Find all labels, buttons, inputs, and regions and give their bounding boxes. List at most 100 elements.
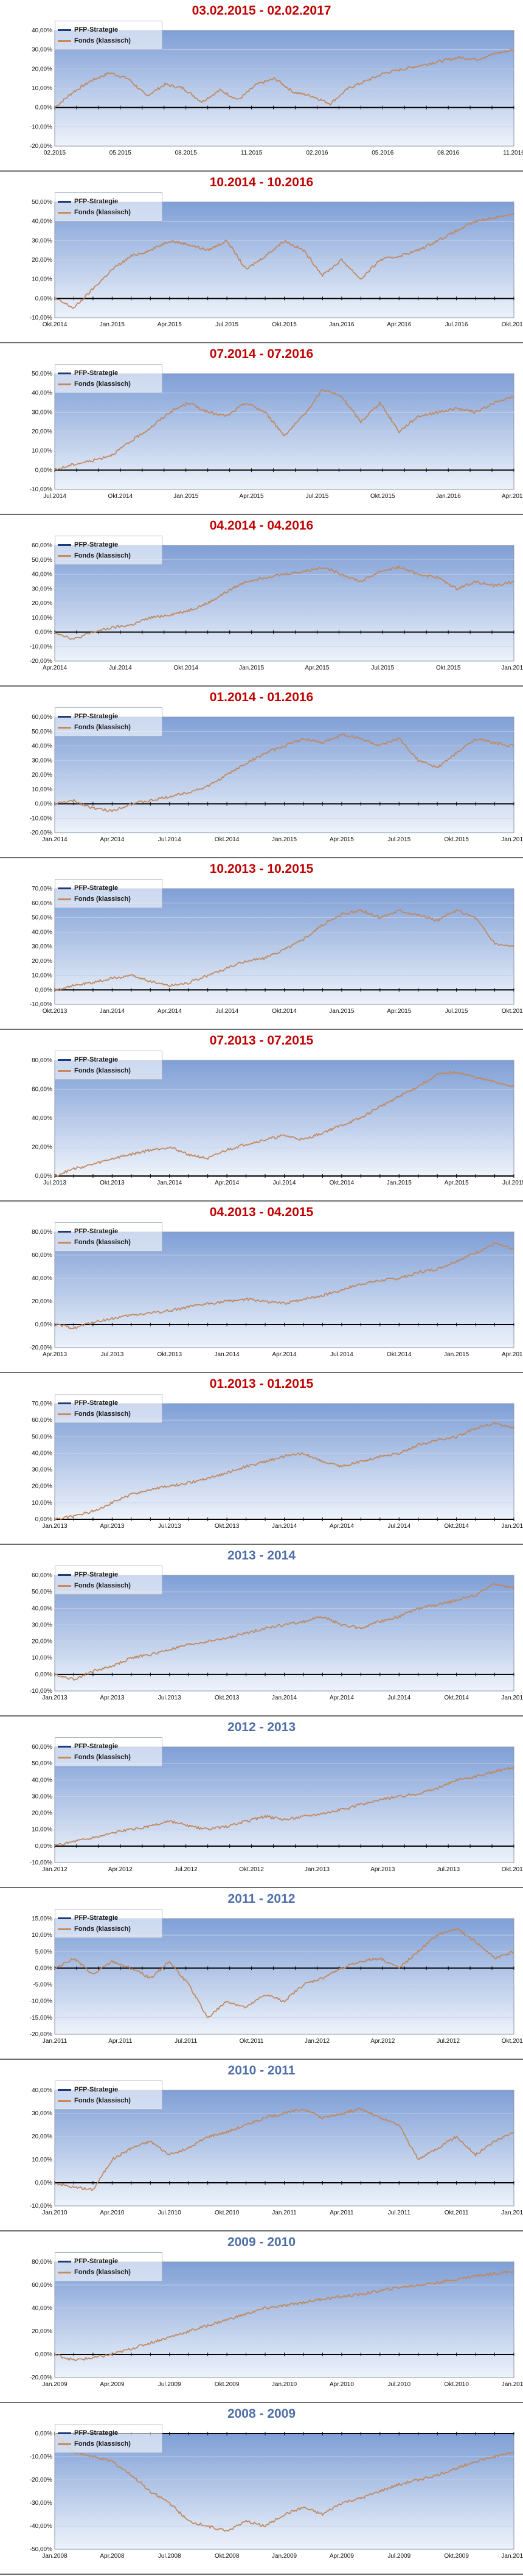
x-tick-label: Apr.2015 <box>387 1008 411 1015</box>
legend-swatch <box>58 1756 71 1759</box>
x-tick-label: Jan.2014 <box>42 836 68 843</box>
y-tick-label: 30,00% <box>32 1467 52 1474</box>
y-tick-label: -10,00% <box>30 1001 52 1008</box>
y-tick-label: 50,00% <box>32 557 52 564</box>
y-tick-label: 0,00% <box>35 2351 52 2358</box>
x-tick-label: Apr.2011 <box>108 2038 133 2045</box>
x-tick-label: Apr.2010 <box>100 2210 124 2216</box>
series-line-fonds <box>54 565 514 640</box>
chart-legend: PFP-Strategie Fonds (klassisch) <box>55 364 162 393</box>
legend-label: PFP-Strategie <box>74 198 119 205</box>
legend-swatch <box>58 1059 71 1061</box>
x-tick-label: Jul.2015 <box>502 1180 523 1186</box>
x-tick-label: Jul.2014 <box>387 1523 410 1530</box>
x-tick-label: Jan.2015 <box>329 1008 355 1015</box>
y-tick-label: 50,00% <box>32 371 52 377</box>
x-tick-label: Jul.2014 <box>43 493 66 500</box>
legend-swatch <box>58 2271 71 2273</box>
series-line-fonds <box>54 2107 514 2191</box>
x-tick-label: Apr.2011 <box>330 2210 354 2216</box>
y-tick-label: 60,00% <box>32 542 52 549</box>
y-tick-label: 20,00% <box>32 1483 52 1490</box>
x-tick-label: Apr.2014 <box>43 665 67 671</box>
y-tick-label: 0,00% <box>35 801 52 808</box>
x-tick-label: Apr.2016 <box>502 493 523 500</box>
x-tick-label: Jan.2012 <box>42 1866 68 1873</box>
chart-legend: PFP-Strategie Fonds (klassisch) <box>55 2424 162 2453</box>
chart-title: 07.2013 - 07.2015 <box>209 1034 314 1048</box>
y-tick-label: 80,00% <box>32 1229 52 1236</box>
series-line-fonds <box>54 49 514 108</box>
y-tick-label: 30,00% <box>32 943 52 950</box>
legend-label: PFP-Strategie <box>74 713 119 720</box>
x-tick-label: Okt.2010 <box>215 2210 240 2216</box>
y-tick-label: 10,00% <box>32 276 52 283</box>
legend-label: PFP-Strategie <box>74 26 119 33</box>
x-tick-label: Jan.2011 <box>502 2381 523 2388</box>
x-tick-label: Jan.2014 <box>272 1695 297 1701</box>
series-line-fonds <box>54 389 514 471</box>
chart-panel: 2011 - 2012 -20,00% -15,00% -10,00% -5,00% 0,… <box>0 1888 523 2060</box>
legend-swatch <box>58 898 71 900</box>
legend-entry: Fonds (klassisch) <box>58 1752 131 1762</box>
series-line-fonds <box>54 1583 514 1681</box>
x-tick-label: Jul.2012 <box>175 1866 198 1873</box>
chart-title: 04.2013 - 04.2015 <box>209 1205 314 1219</box>
y-tick-label: 40,00% <box>32 743 52 750</box>
y-tick-label: 50,00% <box>32 729 52 735</box>
legend-swatch <box>58 1573 71 1576</box>
y-tick-label: 40,00% <box>32 2305 52 2312</box>
y-tick-label: 20,00% <box>32 1144 52 1151</box>
x-tick-label: Apr.2014 <box>330 1695 354 1701</box>
chart-legend: PFP-Strategie Fonds (klassisch) <box>55 1909 162 1938</box>
legend-label: PFP-Strategie <box>74 1399 119 1407</box>
y-tick-label: 70,00% <box>32 886 52 892</box>
x-tick-label: Apr.2009 <box>330 2553 354 2560</box>
x-tick-label: Okt.2015 <box>436 665 461 671</box>
x-tick-label: Apr.2016 <box>387 321 411 328</box>
x-tick-label: Apr.2013 <box>370 1866 395 1873</box>
x-tick-label: Jul.2010 <box>158 2210 181 2216</box>
x-tick-label: Okt.2010 <box>444 2381 469 2388</box>
y-tick-label: 80,00% <box>32 2259 52 2266</box>
y-tick-label: 20,00% <box>32 1639 52 1645</box>
x-tick-label: Jan.2015 <box>501 1695 523 1701</box>
legend-label: PFP-Strategie <box>74 369 119 377</box>
y-tick-label: 40,00% <box>32 1605 52 1612</box>
y-tick-label: 30,00% <box>32 1622 52 1628</box>
y-tick-label: 20,00% <box>32 2328 52 2335</box>
x-tick-label: Apr.2015 <box>330 836 354 843</box>
y-tick-label: -10,00% <box>30 486 52 493</box>
y-tick-label: 40,00% <box>32 929 52 936</box>
y-tick-label: -30,00% <box>30 2500 52 2507</box>
x-tick-label: Jan.2009 <box>272 2553 297 2560</box>
x-tick-label: 11.2016 <box>503 150 523 156</box>
y-tick-label: -5,00% <box>33 1982 52 1989</box>
y-tick-label: 0,00% <box>35 1965 52 1972</box>
y-tick-label: 30,00% <box>32 1793 52 1800</box>
chart-panel: 2009 - 2010 -20,00% 0,00% 20,00% 40,00% 60,00… <box>0 2231 523 2403</box>
legend-entry: PFP-Strategie <box>58 1741 118 1751</box>
legend-entry: Fonds (klassisch) <box>58 1066 131 1076</box>
y-tick-label: 30,00% <box>32 237 52 244</box>
chart-title: 2009 - 2010 <box>227 2235 296 2249</box>
y-tick-label: 60,00% <box>32 1744 52 1751</box>
x-tick-label: Okt.2013 <box>100 1180 125 1186</box>
chart-title: 2011 - 2012 <box>227 1892 296 1906</box>
x-tick-label: Jan.2014 <box>100 1008 125 1015</box>
x-tick-label: Jan.2015 <box>100 321 125 328</box>
y-tick-label: 60,00% <box>32 900 52 907</box>
legend-label: Fonds (klassisch) <box>74 209 131 216</box>
legend-swatch <box>58 383 71 385</box>
legend-label: PFP-Strategie <box>74 1743 119 1750</box>
legend-label: PFP-Strategie <box>74 884 119 892</box>
legend-swatch <box>58 1584 71 1587</box>
y-tick-label: 0,00% <box>35 2431 52 2437</box>
chart-title: 2010 - 2011 <box>227 2063 296 2077</box>
x-tick-label: Jan.2015 <box>501 1523 523 1530</box>
chart-panel: 2010 - 2011 -10,00% 0,00% 10,00% 20,00% 30,00… <box>0 2060 523 2231</box>
legend-label: Fonds (klassisch) <box>74 1239 131 1246</box>
y-tick-label: -20,00% <box>30 830 52 836</box>
y-tick-label: 40,00% <box>32 2087 52 2094</box>
x-tick-label: Apr.2014 <box>100 836 124 843</box>
